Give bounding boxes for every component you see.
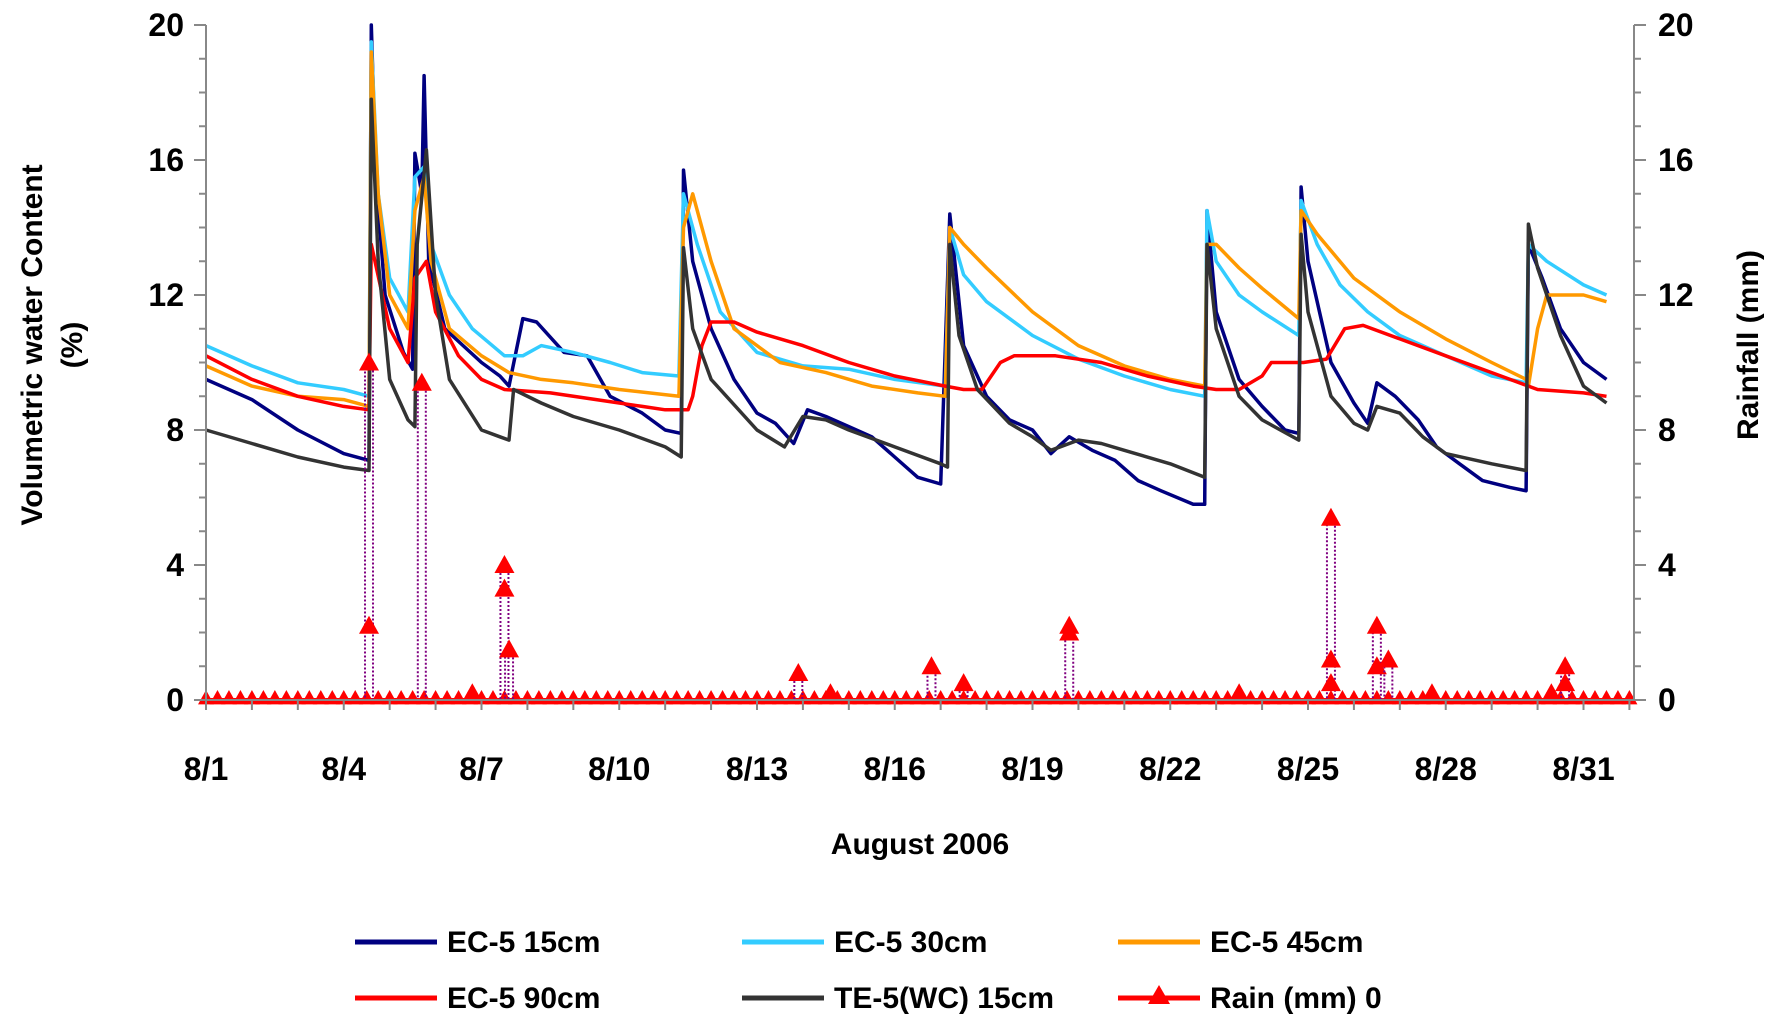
legend-label: EC-5 90cm	[447, 982, 600, 1015]
rain-marker	[820, 683, 841, 702]
y2-tick-label: 0	[1658, 682, 1676, 718]
rain-marker	[494, 578, 515, 597]
rain-marker	[1229, 683, 1250, 702]
rain-marker	[1378, 649, 1399, 668]
y-tick-label: 4	[166, 547, 184, 583]
x-axis-title: August 2006	[831, 828, 1009, 861]
rain-marker	[1555, 673, 1576, 692]
rain-marker	[1421, 683, 1442, 702]
x-tick-label: 8/28	[1415, 751, 1477, 787]
legend-item-3: EC-5 45cm	[1118, 926, 1363, 959]
rain-bar	[416, 381, 427, 701]
x-tick-label: 8/1	[184, 751, 228, 787]
legend-label: TE-5(WC) 15cm	[834, 982, 1054, 1015]
rain-marker	[1555, 656, 1576, 675]
legend-label: EC-5 30cm	[834, 926, 987, 959]
series-line-2	[205, 40, 1608, 399]
y2-tick-label: 12	[1658, 277, 1694, 313]
y-tick-label: 20	[148, 7, 184, 43]
rain-marker	[1059, 622, 1080, 641]
y-tick-label: 0	[166, 682, 184, 718]
y-tick-label: 12	[148, 277, 184, 313]
y-axis-title-line2: (%)	[56, 322, 89, 369]
x-tick-label: 8/22	[1139, 751, 1201, 787]
ticks-layer: 0 4 8 12 16 20 0 4 8 12 16 20 8/1 8/4 8/7 8/10 8/13 8/16 8…	[148, 7, 1693, 787]
rain-marker	[411, 372, 432, 391]
rain-marker	[1320, 673, 1341, 692]
x-tick-label: 8/31	[1552, 751, 1614, 787]
legend-item-6: Rain (mm) 0	[1118, 982, 1382, 1015]
y2-tick-label: 8	[1658, 412, 1676, 448]
rain-marker	[921, 656, 942, 675]
rain-marker	[499, 639, 520, 658]
rain-marker	[1541, 683, 1562, 702]
legend-item-1: EC-5 15cm	[355, 926, 600, 959]
legend-label: EC-5 15cm	[447, 926, 600, 959]
rain-marker	[1320, 649, 1341, 668]
y2-tick-label: 20	[1658, 7, 1694, 43]
rain-marker	[359, 615, 380, 634]
series-line-3	[205, 50, 1607, 409]
y2-axis-title: Rainfall (mm)	[1732, 250, 1765, 440]
series-layer	[205, 23, 1608, 507]
axes-layer	[205, 25, 1635, 701]
x-tick-label: 8/4	[322, 751, 367, 787]
rain-marker	[953, 673, 974, 692]
x-tick-label: 8/25	[1277, 751, 1339, 787]
series-line-5	[205, 97, 1608, 480]
y-axis-title-line1: Volumetric water Content	[16, 164, 49, 525]
legend-label: EC-5 45cm	[1210, 926, 1363, 959]
legend-item-5: TE-5(WC) 15cm	[742, 982, 1054, 1015]
x-tick-label: 8/7	[459, 751, 503, 787]
rain-marker	[359, 352, 380, 371]
y-tick-label: 16	[148, 142, 184, 178]
y-tick-label: 8	[166, 412, 184, 448]
x-tick-label: 8/13	[726, 751, 788, 787]
legend: EC-5 15cm EC-5 30cm EC-5 45cm EC-5 90cm TE-5…	[355, 926, 1382, 1015]
rain-marker	[1320, 507, 1341, 526]
rain-bar	[1325, 516, 1336, 701]
rain-marker	[1366, 615, 1387, 634]
rain-marker	[462, 683, 483, 702]
legend-item-2: EC-5 30cm	[742, 926, 987, 959]
legend-item-4: EC-5 90cm	[355, 982, 600, 1015]
x-tick-label: 8/10	[588, 751, 650, 787]
rain-marker	[788, 663, 809, 681]
y2-tick-label: 16	[1658, 142, 1694, 178]
rain-marker	[1366, 656, 1387, 675]
x-tick-label: 8/19	[1001, 751, 1063, 787]
rain-marker	[494, 555, 515, 573]
y2-tick-label: 4	[1658, 547, 1676, 583]
legend-label: Rain (mm) 0	[1210, 982, 1382, 1015]
x-tick-label: 8/16	[864, 751, 926, 787]
legend-marker	[1148, 985, 1170, 1004]
